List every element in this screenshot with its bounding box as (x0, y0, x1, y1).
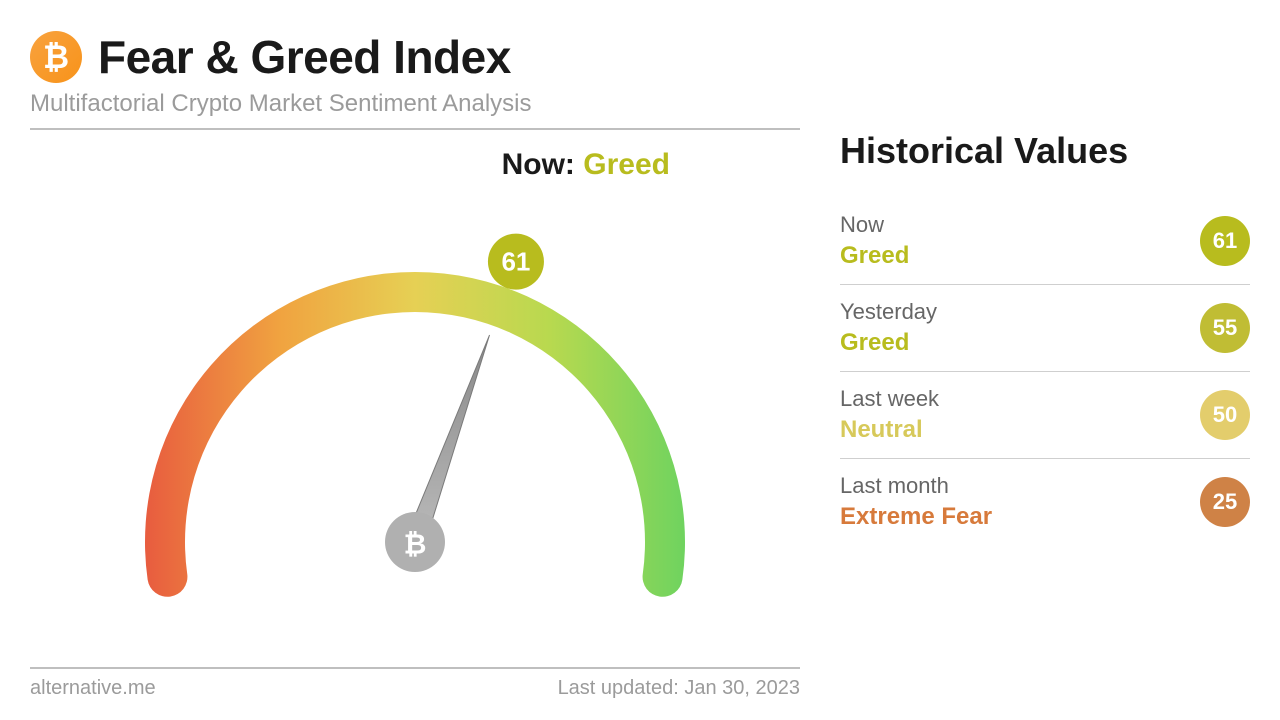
historical-status: Greed (840, 242, 909, 270)
updated-label: Last updated: Jan 30, 2023 (558, 677, 800, 700)
svg-text:61: 61 (501, 247, 530, 277)
now-status: Greed (583, 148, 670, 181)
historical-period: Last month (840, 473, 992, 499)
page-subtitle: Multifactorial Crypto Market Sentiment A… (30, 90, 800, 118)
main-panel: ₿ Fear & Greed Index Multifactorial Cryp… (30, 30, 800, 700)
divider (30, 128, 800, 130)
historical-value-badge: 61 (1200, 216, 1250, 266)
historical-value-badge: 25 (1200, 477, 1250, 527)
bitcoin-icon: ₿ (30, 31, 82, 83)
historical-status: Neutral (840, 416, 939, 444)
historical-item: Last month Extreme Fear 25 (840, 459, 1250, 545)
historical-period: Now (840, 212, 909, 238)
historical-period: Last week (840, 386, 939, 412)
page-title: Fear & Greed Index (98, 30, 511, 84)
historical-item: Now Greed 61 (840, 198, 1250, 285)
divider (30, 667, 800, 669)
source-label: alternative.me (30, 677, 156, 700)
svg-text:₿: ₿ (404, 529, 427, 560)
historical-item: Yesterday Greed 55 (840, 285, 1250, 372)
gauge-chart: ₿ 61 (30, 182, 800, 663)
historical-value-badge: 55 (1200, 303, 1250, 353)
now-label: Now: (502, 148, 575, 181)
historical-status: Greed (840, 329, 937, 357)
now-status-row: Now: Greed (30, 148, 800, 182)
historical-value-badge: 50 (1200, 390, 1250, 440)
historical-title: Historical Values (840, 130, 1250, 172)
historical-panel: Historical Values Now Greed 61 Yesterday Gre… (800, 30, 1250, 700)
historical-period: Yesterday (840, 299, 937, 325)
historical-status: Extreme Fear (840, 503, 992, 531)
historical-item: Last week Neutral 50 (840, 372, 1250, 459)
